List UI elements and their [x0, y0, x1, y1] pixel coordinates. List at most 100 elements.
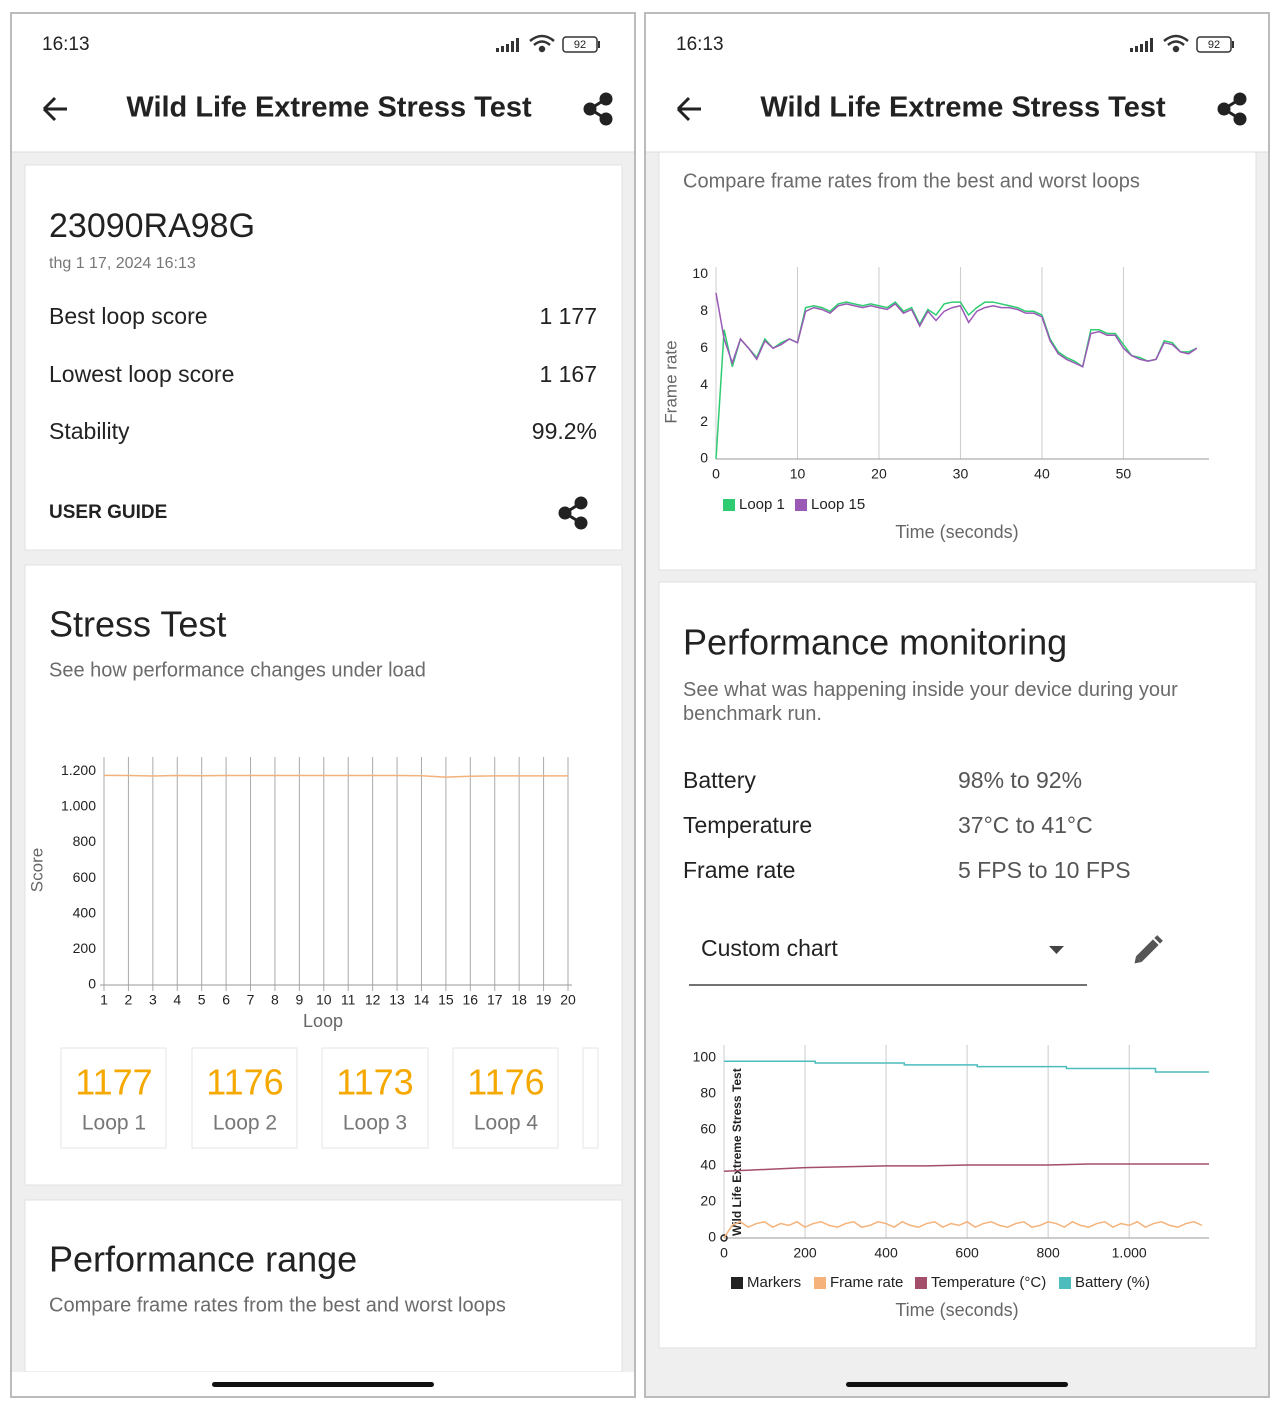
x-tick-label: 16 — [463, 992, 479, 1008]
app-bar — [646, 14, 1268, 152]
y-tick-label: 100 — [693, 1048, 717, 1064]
series-line — [723, 1163, 1209, 1173]
section-subtitle: Compare frame rates from the best and wo… — [683, 170, 1140, 192]
x-tick-label: 1 — [100, 992, 108, 1008]
battery-tip — [598, 41, 600, 48]
section-title: Performance range — [49, 1239, 357, 1280]
loop-card[interactable] — [321, 1047, 429, 1149]
section-title: Performance monitoring — [683, 622, 1067, 663]
x-tick-label: 800 — [1036, 1245, 1060, 1261]
x-tick-label: 5 — [198, 992, 206, 1008]
legend-label: Markers — [747, 1274, 801, 1291]
row-label: Temperature — [683, 812, 812, 838]
section-subtitle: Compare frame rates from the best and wo… — [49, 1294, 506, 1316]
monitoring-card — [658, 581, 1257, 1349]
loop-label: Loop 4 — [474, 1112, 539, 1135]
back-button[interactable] — [42, 96, 67, 122]
legend-label: Temperature (°C) — [931, 1274, 1046, 1291]
share-button[interactable] — [1217, 92, 1247, 126]
dropdown-arrow — [1049, 946, 1064, 954]
edit-button[interactable] — [1132, 935, 1163, 966]
loop-label: Loop 2 — [213, 1112, 277, 1135]
y-tick-label: 80 — [700, 1084, 716, 1100]
legend-label: Battery (%) — [1075, 1274, 1150, 1291]
range-card — [24, 1199, 623, 1373]
dropdown-value: Custom chart — [701, 935, 838, 961]
wifi-icon — [1163, 34, 1189, 53]
loop-score: 1177 — [75, 1062, 152, 1103]
legend-label: Loop 1 — [739, 496, 785, 513]
legend-swatch — [915, 1277, 927, 1289]
right-phone: 16:13 92 Wild Life Extreme Stress Test C… — [644, 12, 1270, 1398]
summary-card — [24, 164, 623, 551]
battery-tip — [1232, 41, 1234, 48]
x-tick-label: 2 — [125, 992, 133, 1008]
y-tick-label: 800 — [73, 833, 97, 849]
loop-card[interactable] — [452, 1047, 559, 1149]
y-tick-label: 4 — [700, 376, 708, 392]
loop-score: 1176 — [467, 1062, 544, 1103]
x-tick-label: 4 — [173, 992, 181, 1008]
custom-chart: 0 200 400 600 800 1.000 0 20 40 60 80 100 Time (seco… — [693, 1045, 1209, 1320]
legend-label: Frame rate — [830, 1274, 903, 1291]
loop-score: 1176 — [206, 1062, 283, 1103]
x-tick-label: 20 — [560, 992, 576, 1008]
row-label: Best loop score — [49, 303, 208, 329]
y-tick-label: 600 — [73, 869, 97, 885]
loop-card[interactable] — [60, 1047, 167, 1149]
x-tick-label: 50 — [1116, 466, 1132, 482]
y-tick-label: 0 — [708, 1229, 716, 1245]
x-axis-title: Loop — [303, 1011, 343, 1031]
stress-chart: 1 2 3 4 5 6 7 8 9 10 11 12 13 14 15 16 17 18 19 20020040060… — [27, 757, 576, 1031]
section-subtitle: See how performance changes under load — [49, 659, 426, 681]
section-title: Stress Test — [49, 604, 226, 645]
x-tick-label: 13 — [389, 992, 405, 1008]
x-axis-title: Time (seconds) — [895, 1300, 1018, 1320]
x-tick-label: 10 — [316, 992, 332, 1008]
home-indicator[interactable] — [846, 1382, 1068, 1387]
battery-icon — [1196, 36, 1232, 53]
chart-dropdown[interactable]: Custom chart — [689, 935, 1087, 986]
y-tick-label: 10 — [692, 265, 708, 281]
marker-point — [720, 1234, 728, 1242]
y-axis-title: Score — [27, 848, 46, 892]
screen-title: Wild Life Extreme Stress Test — [760, 92, 1166, 124]
x-axis-title: Time (seconds) — [895, 522, 1018, 542]
signal-icon — [1130, 38, 1153, 52]
x-tick-label: 11 — [341, 992, 356, 1008]
x-tick-label: 7 — [247, 992, 255, 1008]
y-tick-label: 20 — [700, 1193, 716, 1209]
home-indicator[interactable] — [212, 1382, 434, 1387]
y-tick-label: 8 — [700, 302, 708, 318]
section-subtitle: See what was happening inside your devic… — [683, 679, 1178, 725]
legend-swatch — [795, 499, 807, 511]
x-tick-label: 3 — [149, 992, 157, 1008]
share-button[interactable] — [558, 496, 588, 530]
x-tick-label: 14 — [414, 992, 430, 1008]
loop-label: Loop 3 — [343, 1112, 407, 1135]
row-label: Stability — [49, 418, 130, 444]
y-tick-label: 1.000 — [61, 798, 96, 814]
series-line — [724, 1060, 1209, 1073]
status-time: 16:13 — [42, 34, 90, 55]
loop-card[interactable] — [191, 1047, 298, 1149]
series-line — [715, 292, 1198, 368]
user-guide-link[interactable]: USER GUIDE — [49, 502, 167, 523]
loop-label: Loop 1 — [82, 1112, 146, 1135]
x-tick-label: 200 — [793, 1245, 817, 1261]
marker-label: Wild Life Extreme Stress Test — [730, 1068, 744, 1236]
y-axis-title: Frame rate — [661, 340, 680, 423]
y-tick-label: 0 — [700, 450, 708, 466]
row-value: 98% to 92% — [958, 767, 1082, 793]
x-tick-label: 10 — [790, 466, 806, 482]
back-button[interactable] — [676, 96, 701, 122]
legend-swatch — [723, 499, 735, 511]
left-phone: 16:13 92 Wild Life Extreme Stress Test 2… — [10, 12, 636, 1398]
signal-icon — [496, 38, 519, 52]
x-tick-label: 8 — [271, 992, 279, 1008]
row-value: 1 167 — [539, 361, 597, 387]
share-button[interactable] — [583, 92, 613, 126]
row-value: 1 177 — [539, 303, 597, 329]
